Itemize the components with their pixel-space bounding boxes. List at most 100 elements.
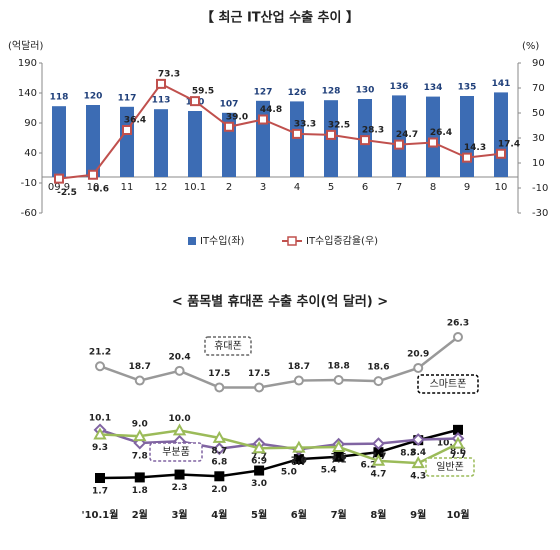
value-label: 7.0 — [291, 456, 307, 466]
x-tick-label: 4 — [294, 182, 300, 193]
value-label: 126 — [288, 88, 307, 98]
y-tick-label: -10 — [21, 178, 37, 189]
bar — [52, 106, 66, 177]
marker — [333, 451, 344, 462]
value-label: 18.6 — [367, 363, 389, 373]
value-label: 120 — [84, 92, 103, 102]
x-tick-label: 10월 — [446, 509, 469, 521]
x-tick-label: 7 — [396, 182, 402, 193]
value-label: 0.6 — [93, 184, 109, 194]
bar — [86, 105, 100, 177]
marker — [224, 121, 234, 132]
x-tick-label: 3월 — [171, 509, 187, 521]
x-tick-label: 9 — [464, 182, 470, 193]
value-label: 33.3 — [294, 119, 316, 129]
series-name: 일반폰 — [436, 461, 464, 473]
value-label: 8.7 — [211, 446, 227, 456]
bar — [154, 109, 168, 177]
marker — [371, 453, 386, 466]
y-tick-label: 40 — [24, 148, 37, 159]
marker — [428, 137, 438, 148]
value-label: 4.7 — [370, 469, 386, 479]
callout-box — [204, 336, 252, 356]
y-tick-label: 90 — [24, 118, 37, 129]
y-axis-label: (억달러) — [8, 40, 44, 52]
marker — [214, 471, 225, 482]
marker — [88, 169, 98, 180]
line — [99, 429, 459, 465]
value-label: 59.5 — [192, 87, 214, 97]
value-label: 36.4 — [124, 116, 146, 126]
x-tick-label: 10 — [495, 182, 508, 193]
value-label: 3.0 — [251, 479, 267, 489]
chart-title: 【 최근 IT산업 수출 추이 】 — [201, 10, 359, 26]
y-tick-label: -60 — [21, 208, 37, 219]
y2-tick-label: 10 — [532, 158, 545, 169]
x-tick-label: '10.1월 — [82, 509, 119, 521]
value-label: 18.8 — [328, 361, 350, 371]
value-label: 26.4 — [430, 128, 452, 138]
marker — [156, 78, 166, 89]
value-label: 107 — [220, 99, 239, 109]
value-label: 44.8 — [260, 105, 282, 115]
value-label: 5.0 — [281, 468, 297, 478]
marker — [174, 469, 185, 480]
value-label: 20.9 — [407, 349, 429, 359]
marker — [174, 365, 185, 376]
line — [99, 428, 459, 451]
marker — [333, 374, 344, 385]
bar — [426, 96, 440, 177]
line — [58, 82, 502, 180]
x-tick-label: 12 — [155, 182, 168, 193]
value-label: 135 — [458, 83, 477, 93]
marker — [293, 375, 304, 386]
callout-box — [425, 457, 475, 477]
y2-tick-label: -10 — [532, 183, 548, 194]
value-label: 6.2 — [360, 461, 376, 471]
bar — [290, 101, 304, 177]
value-label: 18.7 — [288, 362, 310, 372]
legend-label: IT수입증감율(우) — [306, 234, 378, 247]
value-label: 136 — [390, 82, 409, 92]
value-label: 8.4 — [410, 448, 426, 458]
value-label: 128 — [322, 87, 341, 97]
value-label: 8.3 — [400, 449, 416, 459]
value-label: 17.4 — [498, 139, 520, 149]
y2-tick-label: -30 — [532, 208, 548, 219]
marker — [462, 152, 472, 163]
value-label: 14.3 — [464, 143, 486, 153]
x-tick-label: 4월 — [211, 509, 227, 521]
marker — [372, 437, 385, 451]
value-label: 10.1 — [89, 413, 111, 423]
marker — [134, 472, 145, 483]
x-tick-label: 7월 — [331, 509, 347, 521]
marker — [258, 114, 268, 125]
y2-tick-label: 90 — [532, 58, 545, 69]
value-label: 8.6 — [450, 447, 466, 457]
value-label: 17.5 — [248, 369, 270, 379]
value-label: 1.7 — [92, 487, 108, 497]
marker — [214, 382, 225, 393]
marker — [453, 332, 463, 342]
value-label: 73.3 — [158, 69, 180, 79]
marker — [254, 382, 265, 393]
x-tick-label: 10 — [87, 182, 100, 193]
y2-tick-label: 50 — [532, 108, 545, 119]
x-tick-label: 09.9 — [48, 182, 70, 193]
bar — [188, 111, 202, 177]
callout-box — [417, 374, 479, 394]
marker — [95, 473, 105, 483]
legend-swatch — [287, 236, 297, 246]
value-label: 2.3 — [172, 483, 188, 493]
x-tick-label: 5 — [328, 182, 334, 193]
x-tick-label: 9월 — [410, 509, 426, 521]
value-label: 7.7 — [251, 452, 267, 462]
value-label: 10.1 — [437, 438, 459, 448]
marker — [172, 423, 187, 436]
line — [99, 428, 459, 480]
y-tick-label: 190 — [18, 58, 37, 69]
value-label: 134 — [424, 83, 443, 93]
x-tick-label: 2월 — [132, 509, 148, 521]
